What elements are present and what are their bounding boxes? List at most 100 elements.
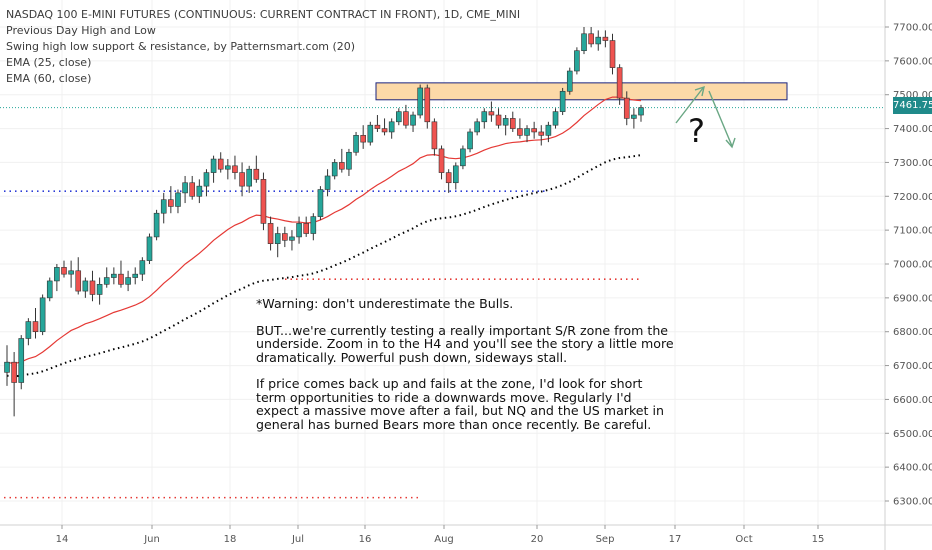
time-axis: 14 Jun 18 Jul 16 Aug 20 Sep 17 Oct 15 [0, 524, 932, 545]
x-tick-label: Oct [735, 534, 752, 545]
candle-body [61, 267, 67, 275]
candle-body [631, 114, 637, 119]
candle-body [310, 216, 317, 234]
candle-body [588, 33, 594, 45]
candle-body [246, 168, 253, 187]
candle-body [267, 223, 274, 244]
candle-body [388, 121, 395, 133]
candle-body [39, 297, 46, 333]
down-arrow [708, 90, 733, 147]
y-tick-label: 7700.00 [893, 23, 932, 34]
candle-body [481, 111, 488, 123]
candle-body [353, 135, 359, 153]
candlesticks [4, 27, 644, 417]
x-tick-label: Aug [434, 534, 454, 545]
candle-body [616, 67, 623, 99]
candle-body [474, 121, 480, 133]
candle-body [160, 199, 167, 214]
candle-body [460, 148, 466, 167]
y-tick-label: 6900.00 [893, 293, 932, 304]
candle-body [182, 182, 188, 194]
candle-body [225, 165, 231, 170]
candle-body [203, 172, 210, 187]
x-tick-label: 16 [359, 534, 372, 545]
candle-body [324, 175, 331, 190]
x-tick-label: 20 [531, 534, 544, 545]
candle-body [517, 128, 523, 136]
x-tick-label: Sep [596, 534, 615, 545]
y-tick-label: 7400.00 [893, 124, 932, 135]
x-tick-label: 15 [812, 534, 825, 545]
candle-body [253, 168, 260, 180]
sr-zone [375, 82, 788, 101]
candle-body [509, 118, 516, 129]
candle-body [296, 223, 302, 238]
candle-body [574, 50, 580, 72]
y-tick-label: 6600.00 [893, 395, 932, 406]
y-tick-label: 6400.00 [893, 463, 932, 474]
candle-body [139, 260, 146, 275]
y-tick-label: 7500.00 [893, 90, 932, 101]
candle-body [146, 236, 153, 261]
candle-body [545, 124, 552, 136]
candle-body [381, 128, 388, 133]
ema25-line [6, 96, 642, 365]
candle-body [232, 165, 238, 173]
candle-body [289, 236, 295, 241]
candle-body [609, 40, 616, 68]
y-tick-label: 7300.00 [893, 158, 932, 169]
candle-body [132, 273, 139, 278]
candle-body [210, 158, 217, 173]
candle-body [538, 131, 545, 136]
y-tick-label: 7000.00 [893, 260, 932, 271]
annotation-para2: If price comes back up and fails at the … [256, 376, 664, 432]
annotation-para1: BUT...we're currently testing a really i… [256, 322, 674, 365]
annotation-text: *Warning: don't underestimate the Bulls.… [256, 297, 676, 444]
candle-body [410, 114, 416, 126]
last-price-tag: 7461.75 [893, 97, 932, 114]
candle-body [602, 36, 609, 41]
candle-body [18, 338, 25, 383]
candle-body [189, 182, 196, 197]
y-tick-label: 6800.00 [893, 327, 932, 338]
y-tick-label: 6700.00 [893, 361, 932, 372]
candle-body [54, 267, 60, 282]
support-resistance-levels [0, 107, 885, 499]
question-mark: ? [688, 112, 705, 150]
candle-body [82, 280, 89, 292]
y-tick-label: 7100.00 [893, 226, 932, 237]
candle-body [118, 273, 124, 285]
y-tick-label: 6300.00 [893, 497, 932, 508]
candle-body [260, 179, 267, 224]
candle-body [467, 131, 473, 150]
up-arrow-head [694, 85, 705, 97]
projection-arrows [675, 85, 736, 149]
up-arrow [675, 87, 704, 124]
candle-body [531, 128, 537, 133]
candle-body [445, 172, 452, 184]
candle-body [374, 124, 381, 129]
candle-body [395, 111, 402, 123]
legend-swing: Swing high low support & resistance, by … [6, 40, 356, 53]
x-tick-label: 18 [224, 534, 237, 545]
candle-body [68, 270, 74, 275]
candle-body [495, 114, 502, 126]
candle-body [96, 284, 103, 295]
candle-body [452, 165, 459, 184]
candle-body [317, 189, 324, 217]
candle-body [403, 111, 409, 126]
x-tick-label: 14 [56, 534, 69, 545]
candle-body [502, 118, 509, 126]
x-tick-label: Jul [291, 534, 304, 545]
candle-body [417, 87, 423, 116]
candle-body [153, 212, 160, 238]
candle-body [32, 321, 39, 333]
candle-body [103, 277, 110, 285]
candle-body [11, 361, 17, 383]
candle-body [274, 233, 281, 244]
candle-body [339, 162, 345, 170]
y-tick-label: 7200.00 [893, 192, 932, 203]
y-tick-label: 7600.00 [893, 56, 932, 67]
candle-body [25, 321, 32, 339]
